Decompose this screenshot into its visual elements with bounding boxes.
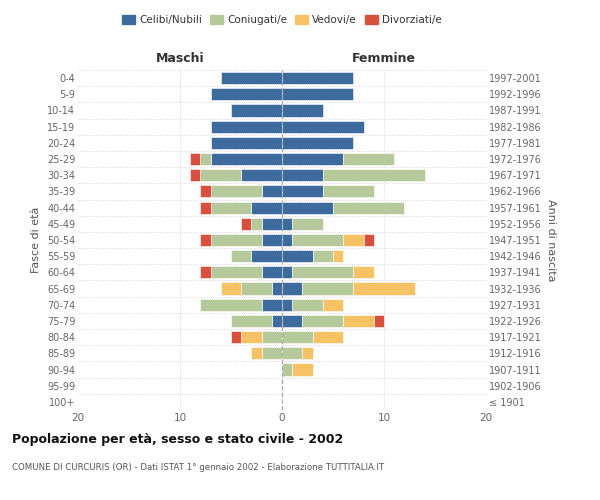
Bar xyxy=(313,331,343,343)
Bar xyxy=(302,315,343,327)
Bar xyxy=(231,315,272,327)
Bar xyxy=(282,120,364,132)
Bar xyxy=(282,72,353,84)
Bar xyxy=(221,72,282,84)
Bar xyxy=(292,364,313,376)
Bar xyxy=(333,250,343,262)
Bar xyxy=(302,282,353,294)
Bar xyxy=(364,234,374,246)
Bar xyxy=(251,202,282,213)
Bar xyxy=(221,282,241,294)
Y-axis label: Anni di nascita: Anni di nascita xyxy=(545,198,556,281)
Bar xyxy=(262,331,282,343)
Bar xyxy=(231,104,282,117)
Bar xyxy=(211,186,262,198)
Bar xyxy=(262,234,282,246)
Bar xyxy=(374,315,384,327)
Bar xyxy=(211,153,282,165)
Bar xyxy=(282,202,333,213)
Bar xyxy=(343,234,364,246)
Bar xyxy=(190,169,200,181)
Bar xyxy=(302,348,313,360)
Bar xyxy=(251,250,282,262)
Bar xyxy=(282,153,343,165)
Bar xyxy=(282,331,313,343)
Bar xyxy=(323,169,425,181)
Bar xyxy=(262,266,282,278)
Bar xyxy=(251,218,262,230)
Bar xyxy=(200,169,241,181)
Legend: Celibi/Nubili, Coniugati/e, Vedovi/e, Divorziati/e: Celibi/Nubili, Coniugati/e, Vedovi/e, Di… xyxy=(118,10,446,29)
Bar xyxy=(282,298,292,311)
Bar xyxy=(241,218,251,230)
Bar xyxy=(241,169,282,181)
Bar xyxy=(211,266,262,278)
Bar xyxy=(353,282,415,294)
Bar xyxy=(323,186,374,198)
Bar xyxy=(343,315,374,327)
Bar xyxy=(262,186,282,198)
Bar xyxy=(241,282,272,294)
Bar xyxy=(282,282,302,294)
Bar xyxy=(200,298,262,311)
Bar xyxy=(200,186,211,198)
Text: Femmine: Femmine xyxy=(352,52,416,65)
Bar xyxy=(282,234,292,246)
Bar xyxy=(190,153,200,165)
Text: Maschi: Maschi xyxy=(155,52,205,65)
Bar xyxy=(313,250,333,262)
Bar xyxy=(292,218,323,230)
Bar xyxy=(343,153,394,165)
Bar xyxy=(292,266,353,278)
Bar xyxy=(282,169,323,181)
Bar xyxy=(353,266,374,278)
Bar xyxy=(231,331,241,343)
Bar xyxy=(262,348,282,360)
Bar xyxy=(211,88,282,101)
Bar xyxy=(282,266,292,278)
Bar xyxy=(241,331,262,343)
Bar xyxy=(292,234,343,246)
Bar xyxy=(211,202,251,213)
Bar xyxy=(272,282,282,294)
Text: Popolazione per età, sesso e stato civile - 2002: Popolazione per età, sesso e stato civil… xyxy=(12,432,343,446)
Bar xyxy=(282,250,313,262)
Bar xyxy=(282,186,323,198)
Bar xyxy=(211,137,282,149)
Y-axis label: Fasce di età: Fasce di età xyxy=(31,207,41,273)
Bar xyxy=(333,202,404,213)
Bar xyxy=(231,250,251,262)
Bar xyxy=(251,348,262,360)
Bar xyxy=(292,298,323,311)
Bar xyxy=(323,298,343,311)
Bar xyxy=(282,364,292,376)
Bar xyxy=(282,104,323,117)
Bar xyxy=(262,218,282,230)
Bar xyxy=(200,234,211,246)
Bar xyxy=(211,120,282,132)
Bar xyxy=(200,266,211,278)
Bar xyxy=(262,298,282,311)
Bar xyxy=(282,315,302,327)
Bar xyxy=(200,153,211,165)
Bar xyxy=(272,315,282,327)
Bar xyxy=(282,218,292,230)
Bar xyxy=(282,137,353,149)
Text: COMUNE DI CURCURIS (OR) - Dati ISTAT 1° gennaio 2002 - Elaborazione TUTTITALIA.I: COMUNE DI CURCURIS (OR) - Dati ISTAT 1° … xyxy=(12,462,384,471)
Bar xyxy=(211,234,262,246)
Bar xyxy=(282,88,353,101)
Bar xyxy=(200,202,211,213)
Bar xyxy=(282,348,302,360)
